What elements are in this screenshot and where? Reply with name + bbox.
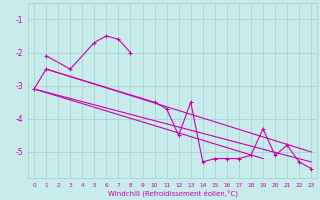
X-axis label: Windchill (Refroidissement éolien,°C): Windchill (Refroidissement éolien,°C) <box>108 190 238 197</box>
